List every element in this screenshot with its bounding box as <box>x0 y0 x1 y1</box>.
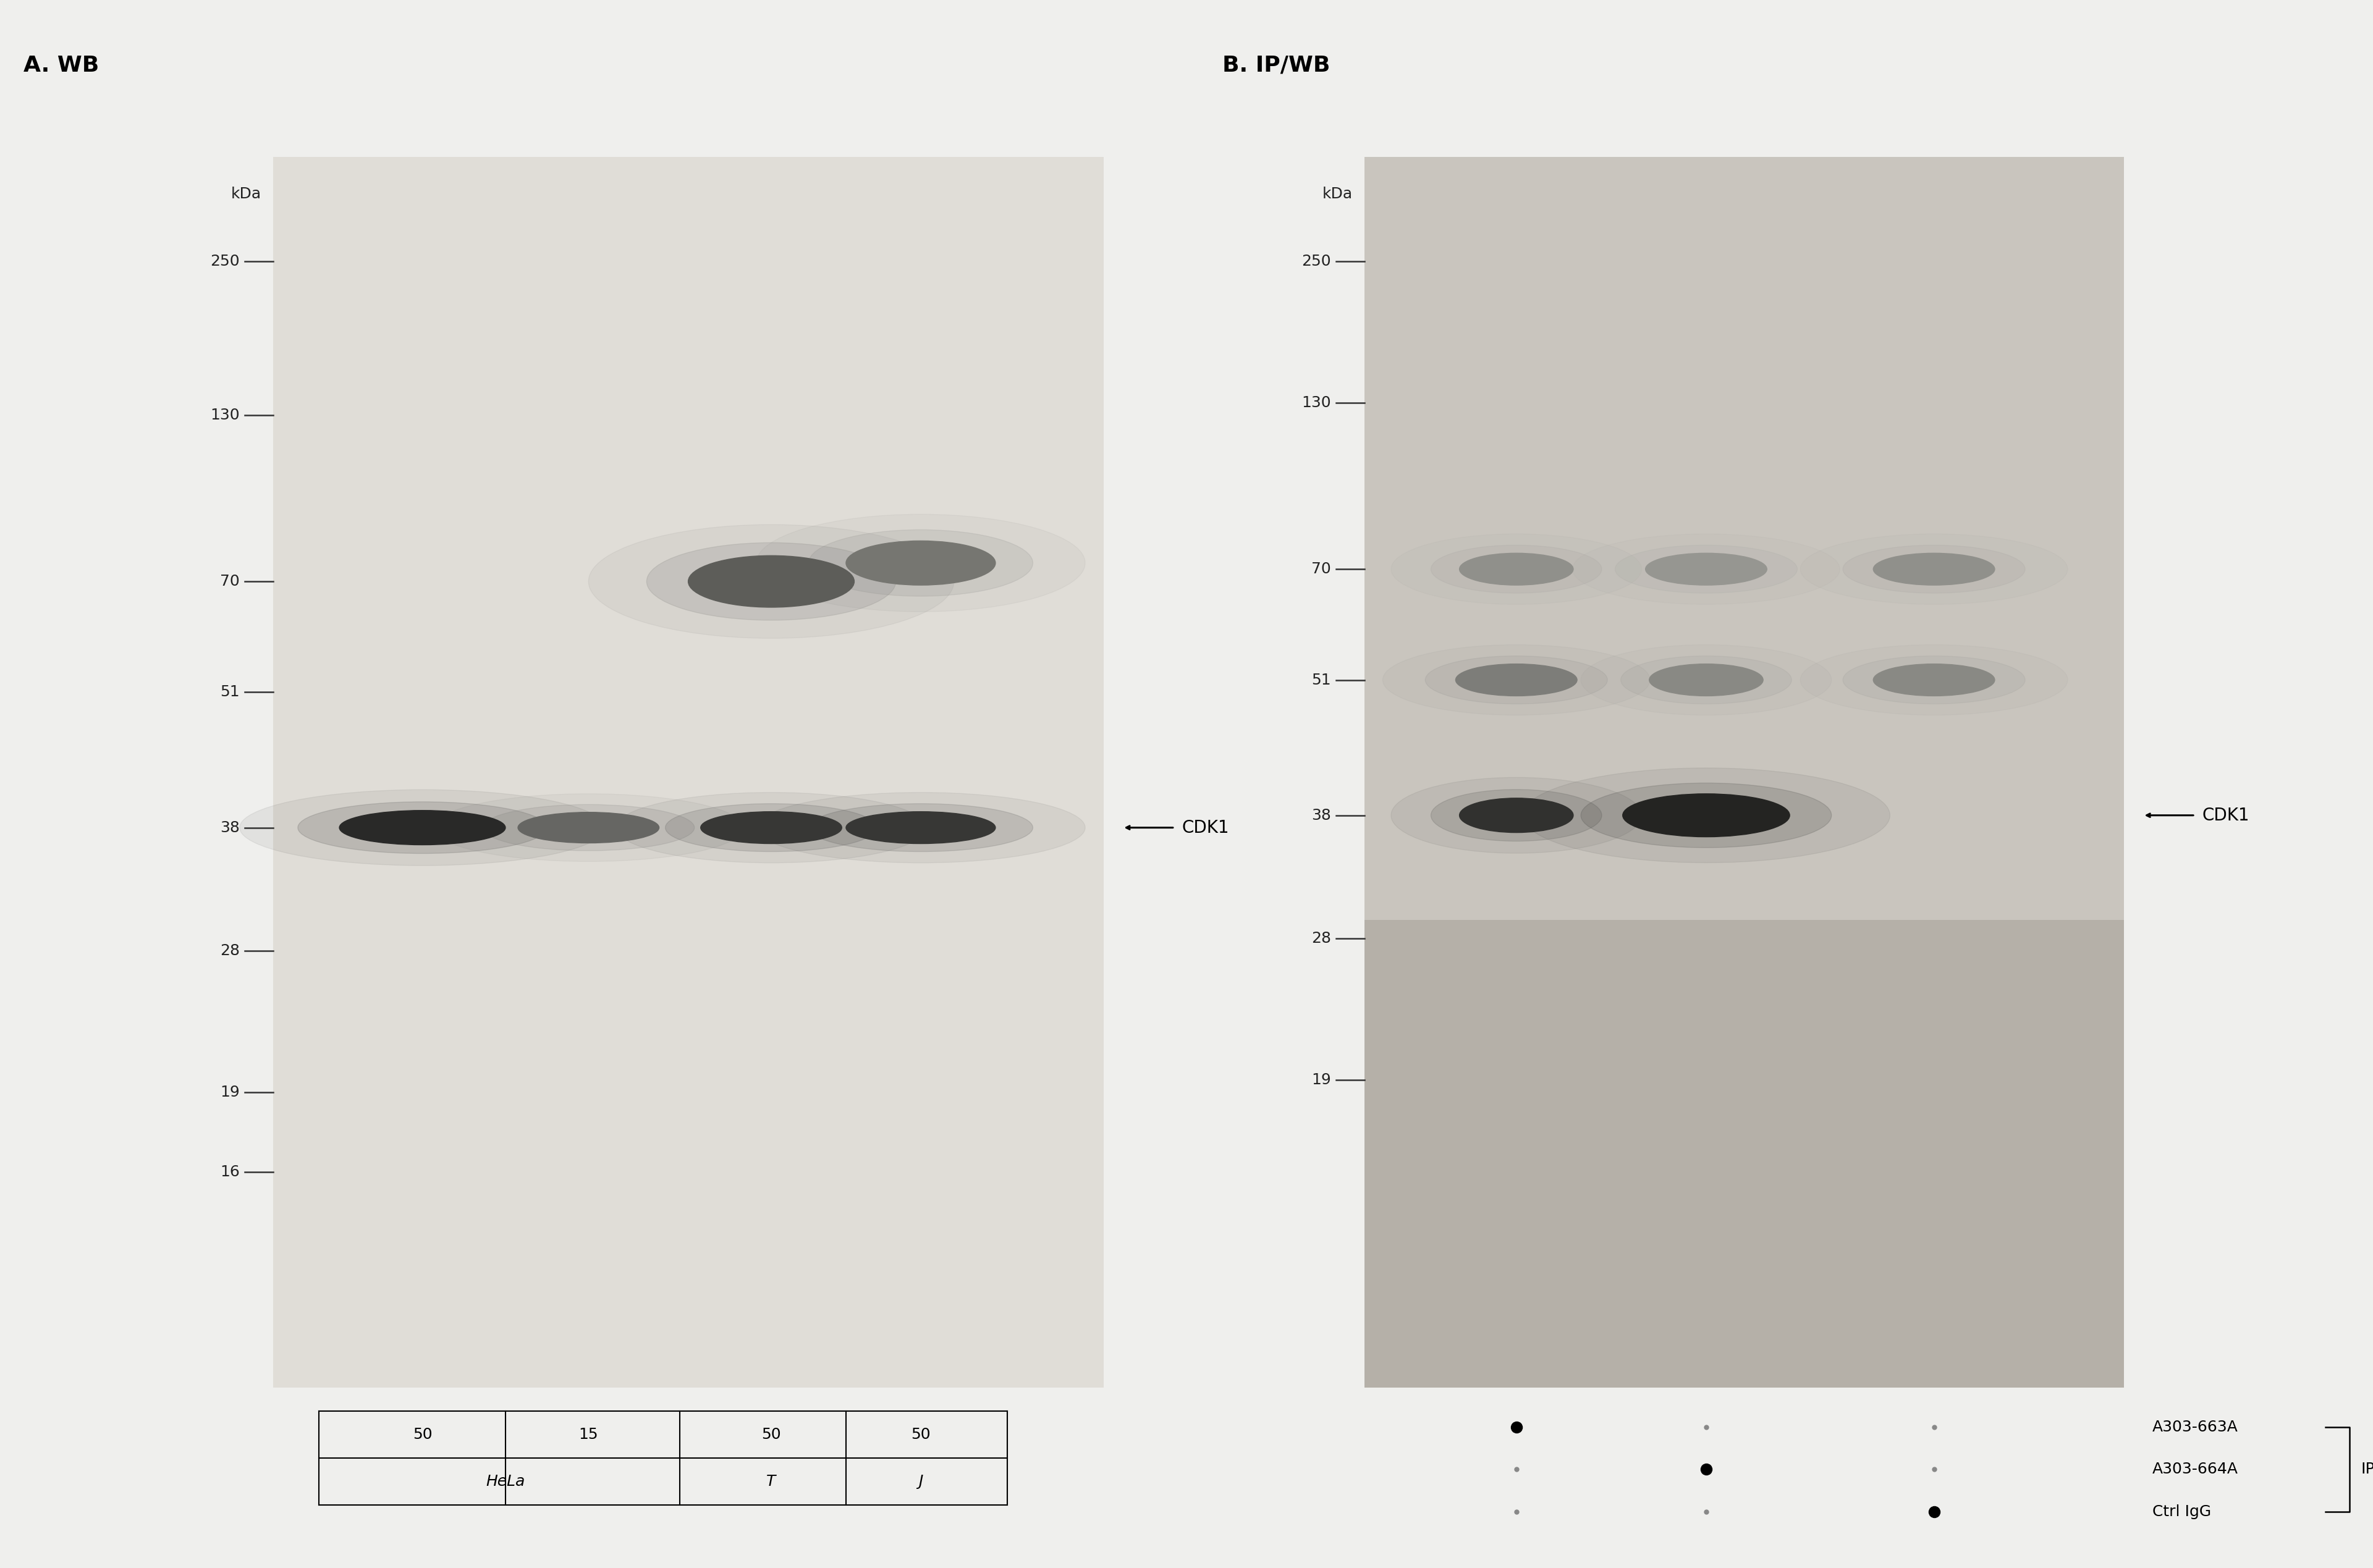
Ellipse shape <box>1844 655 2024 704</box>
Text: 130: 130 <box>211 408 240 423</box>
Ellipse shape <box>240 790 605 866</box>
Text: T: T <box>766 1474 776 1490</box>
Ellipse shape <box>688 555 854 607</box>
Ellipse shape <box>339 811 505 845</box>
Text: 51: 51 <box>221 685 240 699</box>
Text: 51: 51 <box>1312 673 1331 687</box>
Ellipse shape <box>809 804 1032 851</box>
Text: 250: 250 <box>211 254 240 268</box>
Text: 19: 19 <box>1312 1073 1331 1087</box>
Ellipse shape <box>757 792 1084 862</box>
Text: 38: 38 <box>221 820 240 836</box>
Ellipse shape <box>617 792 925 862</box>
Ellipse shape <box>299 801 546 853</box>
Text: 38: 38 <box>1312 808 1331 823</box>
Ellipse shape <box>1383 644 1649 715</box>
Text: 50: 50 <box>413 1427 432 1443</box>
Text: A. WB: A. WB <box>24 55 100 75</box>
Ellipse shape <box>1580 644 1832 715</box>
Ellipse shape <box>1644 554 1768 585</box>
FancyBboxPatch shape <box>1364 157 2124 920</box>
Ellipse shape <box>1649 663 1763 696</box>
Text: 19: 19 <box>221 1085 240 1099</box>
Ellipse shape <box>1580 782 1832 848</box>
Text: kDa: kDa <box>230 187 261 201</box>
Text: 16: 16 <box>221 1165 240 1179</box>
Ellipse shape <box>664 804 878 851</box>
Text: 15: 15 <box>579 1427 598 1443</box>
Ellipse shape <box>809 530 1032 596</box>
Text: kDa: kDa <box>1322 187 1353 201</box>
Ellipse shape <box>1523 768 1889 862</box>
Ellipse shape <box>1573 535 1839 604</box>
Ellipse shape <box>434 793 743 861</box>
Text: HeLa: HeLa <box>486 1474 524 1490</box>
Text: 130: 130 <box>1303 395 1331 411</box>
Ellipse shape <box>482 804 695 851</box>
Text: CDK1: CDK1 <box>1182 818 1229 836</box>
Ellipse shape <box>645 543 895 621</box>
Ellipse shape <box>589 525 954 638</box>
Text: 50: 50 <box>911 1427 930 1443</box>
Text: A303-664A: A303-664A <box>2152 1461 2238 1477</box>
Ellipse shape <box>1872 663 1996 696</box>
FancyBboxPatch shape <box>1364 920 2124 1388</box>
Text: 28: 28 <box>221 944 240 958</box>
Ellipse shape <box>1391 778 1642 853</box>
Text: B. IP/WB: B. IP/WB <box>1222 55 1329 75</box>
Text: 250: 250 <box>1303 254 1331 268</box>
Ellipse shape <box>1844 546 2024 593</box>
Ellipse shape <box>1431 546 1602 593</box>
Ellipse shape <box>1872 554 1996 585</box>
Ellipse shape <box>1459 798 1573 833</box>
Ellipse shape <box>517 812 660 844</box>
Ellipse shape <box>757 514 1084 612</box>
Ellipse shape <box>845 812 997 844</box>
Text: 70: 70 <box>221 574 240 590</box>
Text: A303-663A: A303-663A <box>2152 1419 2238 1435</box>
Ellipse shape <box>1616 546 1796 593</box>
Ellipse shape <box>1455 663 1578 696</box>
Ellipse shape <box>1801 535 2067 604</box>
FancyBboxPatch shape <box>273 157 1103 1388</box>
Ellipse shape <box>1623 793 1789 837</box>
Text: 70: 70 <box>1312 561 1331 577</box>
Text: Ctrl IgG: Ctrl IgG <box>2152 1504 2212 1519</box>
Text: 50: 50 <box>762 1427 781 1443</box>
Ellipse shape <box>1459 554 1573 585</box>
Text: J: J <box>918 1474 923 1490</box>
Ellipse shape <box>700 812 842 844</box>
Ellipse shape <box>1801 644 2067 715</box>
Ellipse shape <box>1431 789 1602 840</box>
Ellipse shape <box>1426 655 1607 704</box>
Text: IP: IP <box>2361 1461 2373 1477</box>
Ellipse shape <box>1391 535 1642 604</box>
Ellipse shape <box>1621 655 1792 704</box>
Text: 28: 28 <box>1312 931 1331 946</box>
Text: CDK1: CDK1 <box>2202 806 2250 823</box>
Ellipse shape <box>845 541 997 585</box>
